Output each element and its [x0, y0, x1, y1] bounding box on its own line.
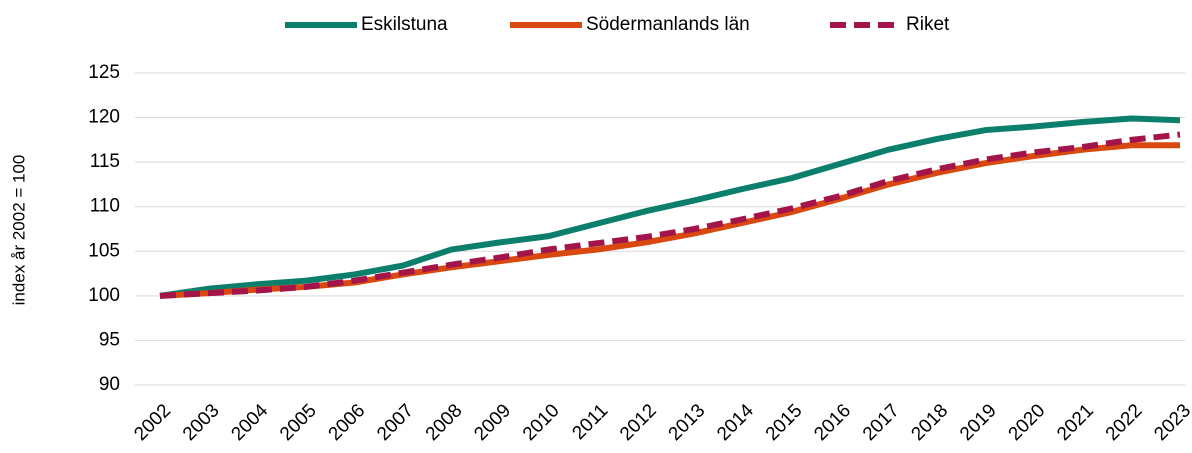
line-series [159, 142, 1180, 299]
y-tick-label: 125 [88, 62, 120, 83]
x-tick-label: 2008 [422, 400, 467, 445]
x-tick-label: 2005 [276, 400, 321, 445]
x-tick-label: 2023 [1150, 400, 1192, 445]
x-tick-label: 2011 [568, 400, 612, 444]
x-tick-label: 2022 [1102, 400, 1147, 445]
legend-label: Eskilstuna [361, 14, 448, 35]
x-tick-label: 2009 [470, 400, 515, 445]
y-tick-label: 115 [90, 151, 120, 172]
x-tick-label: 2019 [956, 400, 1001, 445]
y-tick-label: 105 [88, 240, 120, 261]
x-tick-label: 2020 [1005, 400, 1050, 445]
x-tick-label: 2002 [130, 400, 175, 445]
x-tick-label: 2014 [713, 400, 758, 445]
x-tick-label: 2018 [907, 400, 952, 445]
x-tick-label: 2006 [325, 400, 370, 445]
y-tick-label: 90 [99, 374, 120, 395]
x-tick-label: 2012 [616, 400, 661, 445]
y-tick-label: 95 [99, 329, 120, 350]
x-tick-label: 2013 [665, 400, 710, 445]
x-tick-label: 2016 [810, 400, 855, 445]
x-tick-label: 2015 [762, 400, 807, 445]
line-series [159, 131, 1181, 299]
y-tick-label: 120 [88, 107, 120, 128]
x-tick-label: 2004 [227, 400, 272, 445]
legend-label: Riket [906, 14, 950, 35]
x-tick-label: 2007 [373, 400, 418, 445]
y-axis-label: index år 2002 = 100 [9, 155, 28, 306]
line-series [159, 115, 1181, 299]
y-tick-label: 100 [88, 285, 120, 306]
legend-label: Södermanlands län [586, 14, 750, 35]
x-tick-label: 2003 [179, 400, 224, 445]
x-tick-label: 2017 [859, 400, 904, 445]
x-tick-label: 2010 [519, 400, 564, 445]
x-tick-label: 2021 [1053, 400, 1098, 445]
y-tick-label: 110 [90, 196, 120, 217]
